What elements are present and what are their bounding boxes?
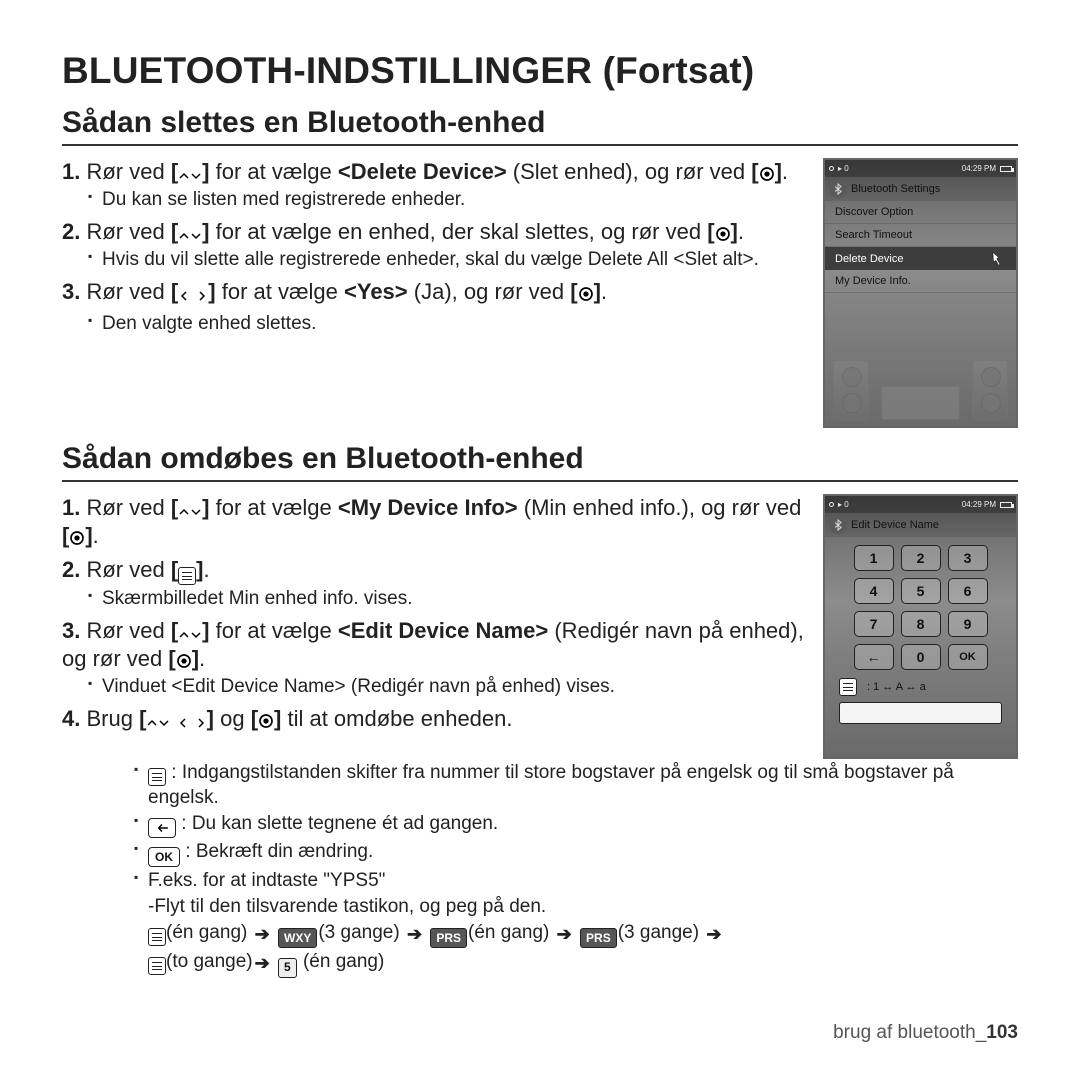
sub-ok: OK : Bekræft din ændring.	[134, 840, 1018, 868]
key-1[interactable]: 1	[854, 545, 894, 571]
key-3[interactable]: 3	[948, 545, 988, 571]
key-8[interactable]: 8	[901, 611, 941, 637]
key-back[interactable]: ←	[854, 644, 894, 670]
chevron-up-down-icon	[178, 506, 202, 518]
target-icon	[715, 226, 731, 242]
menu-icon	[148, 957, 166, 975]
page-heading: BLUETOOTH-INDSTILLINGER (Fortsat)	[62, 50, 1018, 92]
key-tag-wxy: WXY	[278, 928, 317, 948]
menu-list: Discover Option Search Timeout Delete De…	[825, 201, 1016, 293]
statusbar: ▸ 0 04:29 PM	[825, 160, 1016, 177]
sub-example-b: -Flyt til den tilsvarende tastikon, og p…	[134, 895, 1018, 919]
menu-icon	[178, 567, 196, 585]
section1-rule	[62, 144, 1018, 146]
s2-step2: 2. Rør ved []. Skærmbilledet Min enhed i…	[62, 556, 805, 611]
menu-icon	[148, 768, 166, 786]
key-4[interactable]: 4	[854, 578, 894, 604]
menu-item[interactable]: My Device Info.	[825, 270, 1016, 293]
titlebar-text: Edit Device Name	[851, 519, 939, 531]
key-tag-prs: PRS	[580, 928, 617, 948]
chevron-up-down-icon	[178, 170, 202, 182]
battery-icon	[1000, 502, 1012, 508]
status-time: 04:29 PM	[962, 164, 996, 173]
s2-step3: 3. Rør ved [] for at vælge <Edit Device …	[62, 617, 805, 699]
chevron-left-right-icon	[178, 282, 208, 310]
section1-row: 1. Rør ved [] for at vælge <Delete Devic…	[62, 158, 1018, 428]
pointer-icon	[990, 250, 1010, 266]
menu-item[interactable]: Discover Option	[825, 201, 1016, 224]
s1-step2: 2. Rør ved [] for at vælge en enhed, der…	[62, 218, 805, 272]
titlebar: Edit Device Name	[825, 513, 1016, 537]
target-icon	[759, 166, 775, 182]
s2-step1: 1. Rør ved [] for at vælge <My Device In…	[62, 494, 805, 550]
sub-sequence-1: (én gang) ➔ WXY(3 gange) ➔ PRS(én gang) …	[134, 921, 1018, 949]
menu-item[interactable]: Search Timeout	[825, 224, 1016, 247]
chevron-all-icon	[146, 709, 206, 737]
key-7[interactable]: 7	[854, 611, 894, 637]
decorative-art	[831, 340, 1010, 420]
bt-status-icon	[829, 502, 834, 507]
titlebar: Bluetooth Settings	[825, 177, 1016, 201]
bluetooth-icon	[829, 180, 847, 198]
ok-icon: OK	[148, 847, 180, 867]
key-2[interactable]: 2	[901, 545, 941, 571]
key-6[interactable]: 6	[948, 578, 988, 604]
battery-icon	[1000, 166, 1012, 172]
s2-step3-sub: Vinduet <Edit Device Name> (Redigér navn…	[88, 675, 805, 699]
key-ok[interactable]: OK	[948, 644, 988, 670]
key-0[interactable]: 0	[901, 644, 941, 670]
key-tag-prs: PRS	[430, 928, 467, 948]
section2-rule	[62, 480, 1018, 482]
bluetooth-icon	[829, 516, 847, 534]
chevron-up-down-icon	[178, 230, 202, 242]
bt-status-icon	[829, 166, 834, 171]
sub-sequence-2: (to gange)➔ 5 (én gang)	[134, 950, 1018, 978]
s1-step2-sub: Hvis du vil slette alle registrerede enh…	[88, 248, 805, 272]
sub-back: : Du kan slette tegnene ét ad gangen.	[134, 812, 1018, 838]
key-9[interactable]: 9	[948, 611, 988, 637]
target-icon	[176, 653, 192, 669]
s1-step3: 3. Rør ved [ ] for at vælge <Yes> (Ja), …	[62, 278, 805, 336]
chevron-up-down-icon	[178, 629, 202, 641]
sub-example-a: F.eks. for at indtaste "YPS5"	[134, 869, 1018, 893]
name-input[interactable]	[839, 702, 1002, 724]
device-screenshot-1: ▸ 0 04:29 PM Bluetooth Settings Discover…	[823, 158, 1018, 428]
s1-step3-sub: Den valgte enhed slettes.	[88, 312, 805, 336]
key-5[interactable]: 5	[901, 578, 941, 604]
target-icon	[258, 713, 274, 729]
statusbar: ▸ 0 04:29 PM	[825, 496, 1016, 513]
backspace-icon	[148, 818, 176, 838]
sub-menu: : Indgangstilstanden skifter fra nummer …	[134, 761, 1018, 810]
s1-step1: 1. Rør ved [] for at vælge <Delete Devic…	[62, 158, 805, 212]
key-tag-5: 5	[278, 958, 297, 978]
s2-step2-sub: Skærmbilledet Min enhed info. vises.	[88, 587, 805, 611]
titlebar-text: Bluetooth Settings	[851, 183, 940, 195]
target-icon	[578, 286, 594, 302]
s2-step4-subs: : Indgangstilstanden skifter fra nummer …	[62, 761, 1018, 978]
section1-title: Sådan slettes en Bluetooth-enhed	[62, 106, 1018, 140]
input-mode-row: : 1 ↔ A ↔ a	[825, 676, 1016, 696]
target-icon	[69, 530, 85, 546]
manual-page: BLUETOOTH-INDSTILLINGER (Fortsat) Sådan …	[0, 0, 1080, 1080]
page-footer: brug af bluetooth_103	[833, 1022, 1018, 1044]
section2-title: Sådan omdøbes en Bluetooth-enhed	[62, 442, 1018, 476]
menu-item-selected[interactable]: Delete Device	[825, 247, 1016, 270]
status-time: 04:29 PM	[962, 500, 996, 509]
s1-step1-sub: Du kan se listen med registrerede enhede…	[88, 188, 805, 212]
keypad: 1 2 3 4 5 6 7 8 9 ← 0 OK	[825, 537, 1016, 676]
menu-icon[interactable]	[839, 678, 857, 696]
page-number: 103	[986, 1022, 1018, 1043]
device-screenshot-2: ▸ 0 04:29 PM Edit Device Name 1 2 3 4 5 …	[823, 494, 1018, 759]
section2-row: 1. Rør ved [] for at vælge <My Device In…	[62, 494, 1018, 759]
menu-icon	[148, 928, 166, 946]
s2-step4: 4. Brug [ ] og [] til at omdøbe enheden.	[62, 705, 805, 737]
